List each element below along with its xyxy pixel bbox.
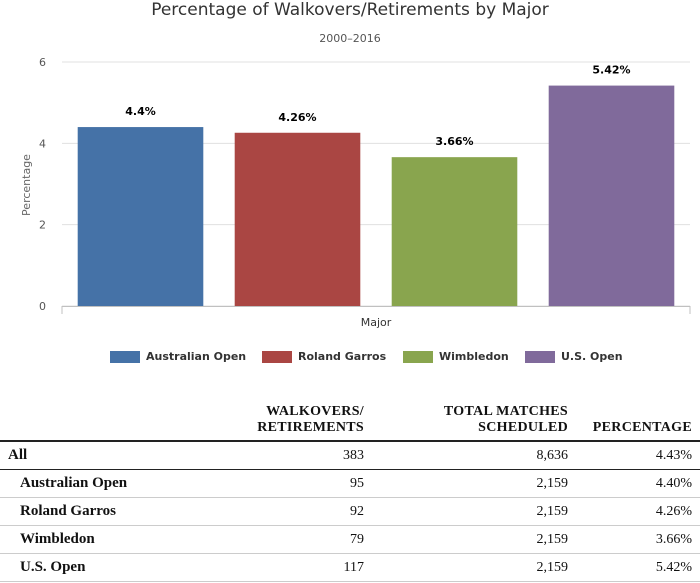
- legend-swatch: [403, 350, 433, 363]
- data-label-u-s-open: 5.42%: [592, 64, 630, 77]
- row-total: 2,159: [370, 497, 576, 526]
- legend-label: Wimbledon: [439, 350, 509, 363]
- bar-wimbledon: [391, 157, 518, 306]
- legend-swatch: [525, 350, 555, 363]
- chart-subtitle: 2000–2016: [319, 32, 381, 45]
- chart-title: Percentage of Walkovers/Retirements by M…: [151, 0, 549, 20]
- stats-table: Walkovers/Retirements Total matches sched…: [0, 398, 700, 582]
- y-tick-label: 2: [39, 219, 46, 232]
- header-walkovers: Walkovers/Retirements: [257, 404, 364, 435]
- legend-label: Australian Open: [146, 350, 247, 363]
- row-percentage: 4.43%: [576, 440, 700, 470]
- data-label-roland-garros: 4.26%: [278, 111, 316, 124]
- row-name: Roland Garros: [0, 497, 216, 526]
- bar-chart: 0 2 4 6 4.4% 4.26% 3.66% 5.42% Major Percentag…: [20, 56, 691, 329]
- legend-swatch: [110, 350, 140, 363]
- legend-item-roland-garros[interactable]: Roland Garros: [262, 350, 386, 363]
- legend-label: U.S. Open: [561, 350, 623, 363]
- row-total: 8,636: [370, 440, 576, 470]
- row-walkovers: 117: [216, 553, 370, 582]
- legend-swatch: [262, 350, 292, 363]
- table-row: Australian Open 95 2,159 4.40%: [0, 469, 700, 498]
- header-major: [0, 398, 216, 441]
- row-name: Wimbledon: [0, 525, 216, 554]
- table-row: Wimbledon 79 2,159 3.66%: [0, 525, 700, 554]
- legend-item-us-open[interactable]: U.S. Open: [525, 350, 623, 363]
- chart-legend: Australian Open Roland Garros Wimbledon …: [0, 350, 700, 366]
- row-walkovers: 79: [216, 525, 370, 554]
- y-tick-label: 4: [39, 137, 46, 150]
- row-walkovers: 92: [216, 497, 370, 526]
- row-total: 2,159: [370, 525, 576, 554]
- table-row-all: All 383 8,636 4.43%: [0, 440, 700, 470]
- legend-item-australian-open[interactable]: Australian Open: [110, 350, 246, 363]
- row-percentage: 3.66%: [576, 525, 700, 554]
- data-label-wimbledon: 3.66%: [435, 135, 473, 148]
- row-percentage: 5.42%: [576, 553, 700, 582]
- row-total: 2,159: [370, 553, 576, 582]
- data-label-australian-open: 4.4%: [125, 105, 156, 118]
- header-total-matches: Total matches scheduled: [443, 404, 568, 435]
- bar-australian-open: [77, 127, 204, 306]
- table-header-row: Walkovers/Retirements Total matches sched…: [0, 398, 700, 441]
- y-axis-title: Percentage: [20, 154, 33, 216]
- y-tick-label: 0: [39, 300, 46, 313]
- legend-item-wimbledon[interactable]: Wimbledon: [403, 350, 509, 363]
- row-percentage: 4.40%: [576, 469, 700, 498]
- row-name: U.S. Open: [0, 553, 216, 582]
- row-name: Australian Open: [0, 469, 216, 498]
- bar-u-s-open: [548, 85, 675, 306]
- row-name: All: [0, 440, 216, 470]
- table-row: Roland Garros 92 2,159 4.26%: [0, 497, 700, 526]
- row-total: 2,159: [370, 469, 576, 498]
- row-walkovers: 383: [216, 440, 370, 470]
- row-percentage: 4.26%: [576, 497, 700, 526]
- legend-label: Roland Garros: [298, 350, 387, 363]
- x-axis-title: Major: [361, 316, 392, 329]
- y-tick-label: 6: [39, 56, 46, 69]
- table-row: U.S. Open 117 2,159 5.42%: [0, 553, 700, 582]
- header-percentage: Percentage: [592, 420, 692, 435]
- row-walkovers: 95: [216, 469, 370, 498]
- bar-roland-garros: [234, 132, 361, 306]
